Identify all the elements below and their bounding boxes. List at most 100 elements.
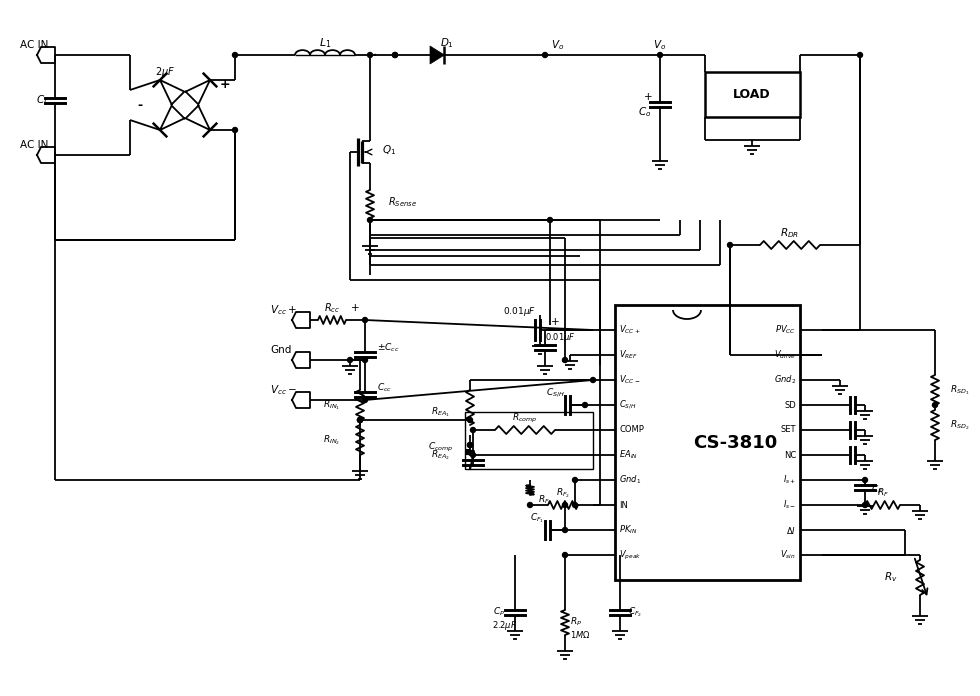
Circle shape — [563, 358, 567, 363]
Text: $R_{Sense}$: $R_{Sense}$ — [388, 195, 417, 209]
Text: $R_{F_1}$: $R_{F_1}$ — [538, 493, 552, 507]
Circle shape — [358, 418, 363, 422]
Circle shape — [572, 477, 577, 482]
Circle shape — [563, 553, 567, 557]
Text: $R_{EA_2}$: $R_{EA_2}$ — [431, 448, 450, 461]
Circle shape — [862, 503, 867, 507]
Text: $Gnd_1$: $Gnd_1$ — [619, 474, 641, 487]
Circle shape — [563, 528, 567, 532]
Text: $R_{DR}$: $R_{DR}$ — [780, 226, 800, 240]
Text: $V_{cc}+$: $V_{cc}+$ — [270, 303, 297, 317]
Text: +: + — [220, 79, 230, 91]
Text: $V_{sin}$: $V_{sin}$ — [780, 548, 796, 561]
Text: $Q_1$: $Q_1$ — [382, 143, 396, 157]
Circle shape — [858, 52, 862, 58]
Circle shape — [467, 418, 472, 422]
Text: $C_P$: $C_P$ — [493, 606, 505, 618]
Text: $R_{IN_1}$: $R_{IN_1}$ — [322, 398, 340, 412]
Text: $R_v$: $R_v$ — [884, 570, 898, 584]
Circle shape — [393, 52, 398, 58]
Circle shape — [563, 503, 567, 507]
Text: $0.01\mu F$: $0.01\mu F$ — [545, 331, 575, 345]
Text: $C_{F_1}$: $C_{F_1}$ — [530, 512, 544, 525]
Text: $I_{s-}$: $I_{s-}$ — [783, 499, 796, 512]
Text: $R_{comp}$: $R_{comp}$ — [513, 411, 538, 425]
Text: $R_{F_2}$: $R_{F_2}$ — [556, 487, 570, 500]
Text: $2.2\mu F$: $2.2\mu F$ — [493, 619, 517, 633]
Circle shape — [470, 427, 475, 432]
Text: AC IN: AC IN — [20, 40, 48, 50]
Text: $EA_{IN}$: $EA_{IN}$ — [619, 449, 638, 461]
Circle shape — [862, 477, 867, 482]
Text: $D_1$: $D_1$ — [440, 36, 454, 50]
Text: $V_o$: $V_o$ — [654, 38, 666, 52]
Circle shape — [582, 402, 587, 407]
Text: $C_{S/H}$: $C_{S/H}$ — [619, 399, 637, 411]
Text: $C_{F_2}$: $C_{F_2}$ — [628, 606, 642, 619]
Circle shape — [368, 217, 372, 223]
Text: AC IN: AC IN — [20, 140, 48, 150]
Text: $R_{EA_1}$: $R_{EA_1}$ — [431, 405, 450, 419]
Text: SD: SD — [784, 400, 796, 409]
Text: CS-3810: CS-3810 — [693, 434, 777, 452]
Text: Gnd: Gnd — [270, 345, 291, 355]
Bar — [465, 412, 593, 469]
Text: NC: NC — [784, 450, 796, 459]
Text: $C_o$: $C_o$ — [638, 105, 652, 119]
Text: $R_{cc}$: $R_{cc}$ — [324, 301, 340, 315]
Text: $C_{comp}$: $C_{comp}$ — [427, 441, 453, 454]
Text: $R_{SD_2}$: $R_{SD_2}$ — [950, 418, 969, 432]
Text: $\pm C_{cc}$: $\pm C_{cc}$ — [377, 342, 400, 354]
Text: $0.01\mu F$: $0.01\mu F$ — [504, 306, 536, 319]
Circle shape — [363, 317, 368, 322]
Text: SET: SET — [780, 425, 796, 434]
Text: $V_{drive}$: $V_{drive}$ — [773, 349, 796, 361]
Text: IN: IN — [619, 500, 628, 509]
Circle shape — [467, 443, 472, 448]
Text: $2\mu F$: $2\mu F$ — [155, 65, 175, 79]
Text: $R_P$: $R_P$ — [570, 616, 582, 628]
Text: $V_{cc}-$: $V_{cc}-$ — [270, 383, 297, 397]
Circle shape — [543, 52, 548, 58]
Circle shape — [527, 503, 532, 507]
Text: $PV_{CC}$: $PV_{CC}$ — [775, 324, 796, 336]
Text: $R_{IN_2}$: $R_{IN_2}$ — [322, 433, 340, 447]
Text: $C_L$: $C_L$ — [35, 93, 48, 107]
Circle shape — [591, 377, 596, 383]
Polygon shape — [430, 46, 444, 64]
Text: $L_1$: $L_1$ — [318, 36, 331, 50]
Text: -: - — [137, 99, 142, 111]
Circle shape — [232, 127, 237, 132]
Text: $V_{CC-}$: $V_{CC-}$ — [619, 374, 640, 386]
Text: $I_{s+}$: $I_{s+}$ — [783, 474, 796, 487]
Circle shape — [470, 452, 475, 457]
Text: $\Delta I$: $\Delta I$ — [786, 525, 796, 535]
Circle shape — [363, 397, 368, 402]
Text: +: + — [351, 303, 360, 313]
Circle shape — [358, 418, 363, 422]
Text: $Gnd_2$: $Gnd_2$ — [774, 374, 796, 386]
Circle shape — [348, 358, 353, 363]
Circle shape — [727, 242, 732, 248]
Circle shape — [467, 443, 472, 448]
Bar — [705, 72, 800, 117]
Circle shape — [658, 52, 662, 58]
Circle shape — [368, 52, 372, 58]
Text: COMP: COMP — [619, 425, 644, 434]
Text: $R_{SD_1}$: $R_{SD_1}$ — [950, 383, 969, 397]
Text: $C_{S/H}$: $C_{S/H}$ — [546, 386, 564, 400]
Text: $C_F$: $C_F$ — [871, 484, 883, 496]
Text: +: + — [644, 92, 653, 102]
Circle shape — [232, 52, 237, 58]
Circle shape — [363, 358, 368, 363]
Text: $V_o$: $V_o$ — [552, 38, 564, 52]
Text: $V_{REF}$: $V_{REF}$ — [619, 349, 638, 361]
Bar — [615, 305, 800, 580]
Text: $1M\Omega$: $1M\Omega$ — [570, 629, 591, 640]
Text: .: . — [371, 42, 378, 61]
Circle shape — [933, 402, 938, 407]
Text: LOAD: LOAD — [733, 88, 771, 102]
Circle shape — [393, 52, 398, 58]
Text: $V_{peak}$: $V_{peak}$ — [619, 548, 641, 562]
Text: $PK_{IN}$: $PK_{IN}$ — [619, 524, 638, 536]
